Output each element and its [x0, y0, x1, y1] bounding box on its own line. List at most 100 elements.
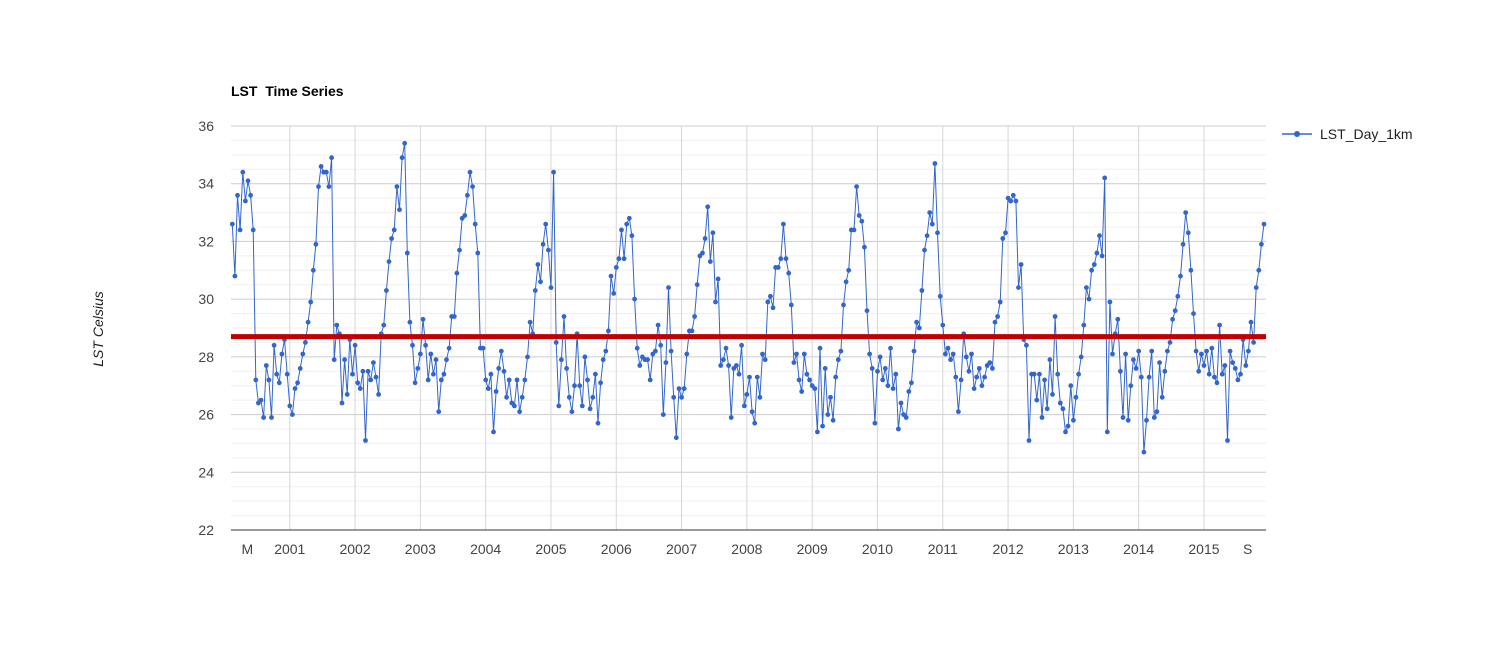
data-point	[1157, 360, 1162, 365]
data-point	[1209, 345, 1215, 351]
data-point	[1024, 342, 1029, 348]
data-point	[381, 322, 387, 328]
data-point	[465, 192, 470, 198]
data-point	[914, 319, 919, 325]
data-point	[1243, 363, 1249, 368]
data-point	[344, 392, 350, 397]
data-point	[1256, 267, 1262, 273]
data-point	[822, 366, 828, 371]
data-point	[1042, 377, 1047, 383]
data-point	[303, 340, 308, 345]
data-point	[1073, 394, 1079, 400]
data-point	[953, 374, 959, 380]
data-point	[1034, 397, 1040, 403]
data-point	[579, 403, 585, 409]
data-point	[418, 351, 423, 357]
data-point	[927, 210, 933, 216]
data-point	[415, 366, 421, 371]
data-point	[718, 363, 724, 368]
data-point	[1039, 415, 1045, 420]
data-point	[882, 366, 888, 371]
data-point	[676, 386, 682, 391]
data-point	[1094, 250, 1100, 256]
data-point	[457, 247, 462, 253]
data-point	[1261, 221, 1267, 227]
data-point	[373, 374, 379, 380]
y-axis-tick-labels: 22 24 26 28 30 32 34 36	[198, 118, 214, 538]
data-point	[577, 383, 583, 389]
data-point	[261, 415, 266, 420]
data-point	[412, 380, 418, 386]
data-point	[982, 374, 987, 380]
data-point	[551, 169, 556, 175]
data-point	[859, 218, 865, 224]
y-tick-label: 30	[198, 291, 214, 307]
data-point	[235, 192, 240, 198]
data-point	[762, 357, 768, 363]
data-point	[794, 351, 799, 357]
data-point	[433, 357, 439, 363]
data-point	[326, 184, 332, 190]
data-point	[339, 400, 345, 406]
data-point	[707, 259, 713, 264]
data-point	[446, 345, 452, 351]
data-point	[1219, 371, 1225, 377]
data-point	[893, 371, 899, 377]
legend: LST_Day_1km	[1282, 126, 1413, 142]
x-tick-label: 2010	[862, 541, 893, 557]
data-point	[700, 250, 705, 256]
data-point	[1078, 354, 1084, 360]
data-point	[276, 380, 282, 386]
data-point	[754, 374, 760, 380]
data-point	[812, 386, 818, 391]
data-point	[689, 328, 695, 334]
data-point	[360, 368, 366, 374]
data-point	[783, 256, 789, 262]
data-point	[407, 319, 413, 325]
data-point	[352, 342, 358, 348]
data-point	[1138, 374, 1144, 380]
data-point	[496, 366, 502, 371]
data-point	[1131, 357, 1136, 363]
data-point	[815, 429, 820, 435]
data-point	[1230, 360, 1236, 365]
data-point	[506, 377, 512, 383]
data-point	[856, 213, 862, 218]
data-point	[1128, 383, 1134, 389]
data-point	[1136, 348, 1142, 354]
data-point	[974, 374, 980, 380]
data-point	[681, 386, 687, 391]
data-point	[666, 285, 671, 290]
data-point	[248, 192, 254, 198]
data-point	[363, 438, 368, 443]
y-tick-label: 34	[198, 176, 214, 192]
data-point	[1031, 371, 1037, 377]
x-tick-label: M	[241, 541, 253, 557]
data-point	[833, 374, 839, 380]
data-point	[1199, 351, 1204, 357]
data-point	[1052, 314, 1058, 319]
x-tick-label: 2009	[797, 541, 828, 557]
lst-day-points	[229, 140, 1267, 455]
data-point	[919, 288, 925, 293]
data-point	[431, 371, 436, 377]
data-point	[292, 386, 298, 391]
data-point	[467, 169, 473, 175]
data-point	[318, 164, 324, 169]
data-point	[1104, 429, 1110, 435]
data-point	[997, 299, 1003, 305]
data-point	[501, 368, 507, 374]
data-point	[741, 403, 747, 409]
data-point	[444, 357, 449, 363]
data-point	[668, 348, 674, 354]
data-point	[752, 420, 758, 426]
data-point	[593, 371, 598, 377]
data-point	[240, 169, 246, 175]
data-point	[606, 328, 611, 334]
data-point	[402, 140, 408, 146]
data-point	[1065, 423, 1071, 429]
data-point	[371, 360, 376, 365]
y-axis-label: LST Celsius	[90, 291, 106, 366]
data-point	[694, 282, 700, 288]
data-point	[410, 342, 415, 348]
